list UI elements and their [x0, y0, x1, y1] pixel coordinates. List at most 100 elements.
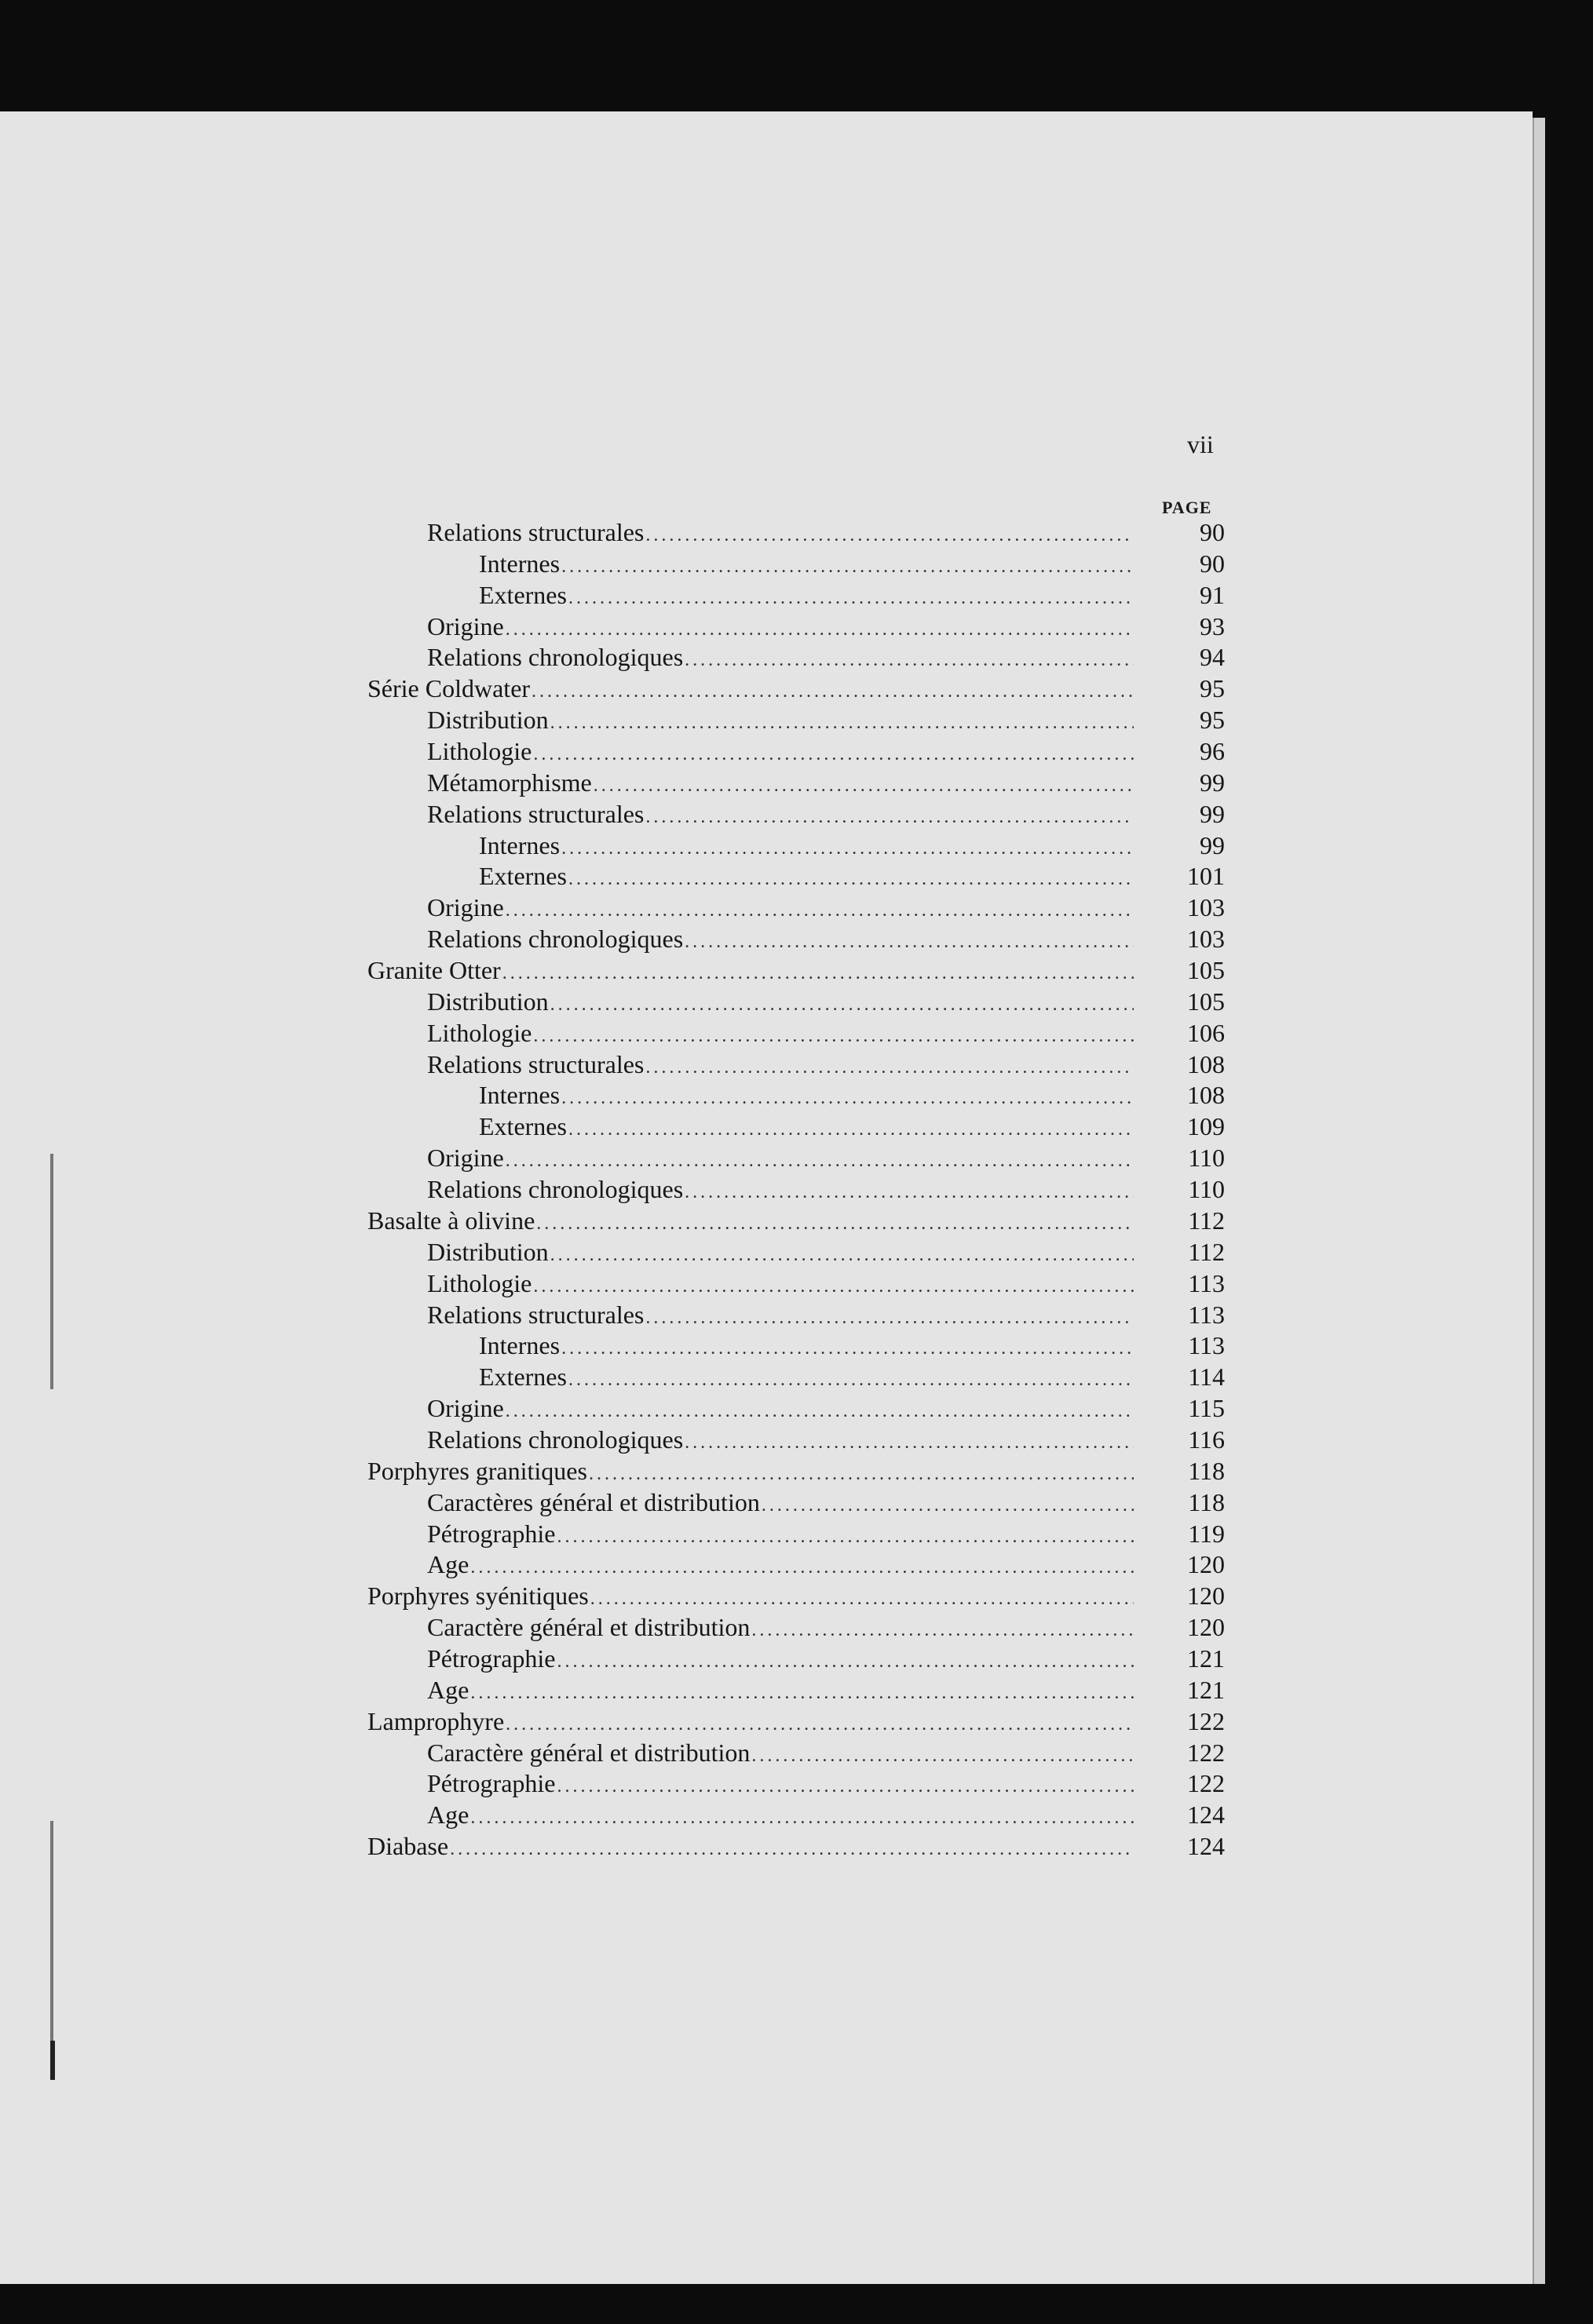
dot-leader	[470, 1557, 1134, 1578]
toc-entry: Pétrographie 122	[427, 1769, 1225, 1800]
toc-entry: Externes 91	[479, 581, 1225, 612]
toc-entry: Externes 114	[479, 1363, 1225, 1394]
dot-leader	[506, 619, 1134, 640]
dot-leader	[685, 1432, 1134, 1454]
toc-entry-page: 121	[1187, 1675, 1225, 1704]
toc-entry-title: Relations structurales	[427, 799, 645, 828]
toc-entry-title: Internes	[479, 549, 561, 578]
toc-entry-page: 108	[1187, 1081, 1225, 1110]
toc-entry-title: Relations chronologiques	[427, 643, 684, 672]
dot-leader	[685, 932, 1134, 953]
toc-entry-page: 122	[1187, 1706, 1225, 1735]
dot-leader	[502, 963, 1134, 984]
toc-entry-title: Origine	[427, 611, 504, 640]
toc-entry: Origine 115	[427, 1394, 1225, 1425]
toc-entry-title: Lithologie	[427, 737, 532, 766]
toc-entry-title: Externes	[479, 862, 567, 891]
toc-entry-title: Relations structurales	[427, 1049, 645, 1078]
toc-entry-page: 113	[1188, 1300, 1225, 1329]
toc-entry: Métamorphisme 99	[427, 768, 1225, 800]
toc-entry-title: Externes	[479, 580, 567, 609]
toc-entry: Relations chronologiques 116	[427, 1425, 1225, 1457]
toc-entry-page: 112	[1188, 1237, 1225, 1266]
toc-entry-title: Métamorphisme	[427, 768, 592, 797]
toc-entry: Origine 110	[427, 1144, 1225, 1175]
toc-entry-title: Age	[427, 1800, 469, 1830]
dot-leader	[685, 1182, 1134, 1203]
toc-entry-title: Lithologie	[427, 1268, 532, 1297]
toc-entry-page: 113	[1188, 1331, 1225, 1360]
toc-entry-title: Origine	[427, 893, 504, 922]
toc-entry-title: Caractères général et distribution	[427, 1487, 760, 1516]
toc-entry: Origine 103	[427, 893, 1225, 925]
toc-entry-page: 113	[1188, 1268, 1225, 1297]
toc-entry: Lithologie 106	[427, 1019, 1225, 1050]
dot-leader	[751, 1746, 1134, 1767]
toc-entry-title: Origine	[427, 1394, 504, 1423]
toc-entry-page: 121	[1187, 1644, 1225, 1673]
dot-leader	[550, 1245, 1134, 1266]
binding-mark	[50, 1154, 53, 1389]
page-column-header: PAGE	[1162, 498, 1212, 517]
dot-leader	[594, 775, 1134, 797]
dot-leader	[568, 1119, 1134, 1140]
toc-entry-page: 105	[1187, 956, 1225, 985]
dot-leader	[568, 588, 1134, 609]
toc-entry-title: Relations chronologiques	[427, 925, 684, 954]
toc-entry: Relations structurales 108	[427, 1050, 1225, 1082]
toc-entry: Pétrographie 121	[427, 1644, 1225, 1676]
dot-leader	[561, 1338, 1134, 1359]
dot-leader	[506, 900, 1134, 921]
toc-entry: Série Coldwater 95	[367, 674, 1225, 706]
dot-leader	[557, 1651, 1134, 1673]
toc-entry-page: 93	[1200, 611, 1225, 640]
toc-entry: Internes 108	[479, 1081, 1225, 1112]
toc-entry: Pétrographie 119	[427, 1520, 1225, 1551]
toc-entry-title: Relations chronologiques	[427, 1425, 684, 1454]
toc-entry: Internes 113	[479, 1331, 1225, 1363]
dot-leader	[568, 869, 1134, 890]
binding-mark	[50, 1821, 53, 2072]
toc-entry-title: Basalte à olivine	[367, 1206, 535, 1235]
toc-entry-page: 108	[1187, 1049, 1225, 1078]
toc-entry-title: Porphyres syénitiques	[367, 1582, 589, 1611]
dot-leader	[561, 1088, 1134, 1109]
dot-leader	[645, 807, 1134, 828]
toc-entry-page: 116	[1188, 1425, 1225, 1454]
dot-leader	[550, 713, 1134, 734]
toc-entry-title: Pétrographie	[427, 1644, 556, 1673]
toc-entry-title: Distribution	[427, 1237, 549, 1266]
toc-entry-title: Relations structurales	[427, 518, 645, 546]
dot-leader	[557, 1527, 1134, 1548]
toc-entry-title: Relations chronologiques	[427, 1175, 684, 1204]
toc-entry-page: 120	[1187, 1550, 1225, 1579]
toc-entry-title: Granite Otter	[367, 956, 501, 985]
toc-entry: Externes 101	[479, 862, 1225, 893]
dot-leader	[450, 1839, 1134, 1860]
toc-entry-title: Lithologie	[427, 1018, 532, 1047]
toc-entry-page: 105	[1187, 987, 1225, 1016]
toc-entry-title: Caractère général et distribution	[427, 1738, 751, 1767]
toc-entry-title: Série Coldwater	[367, 674, 531, 703]
toc-entry-page: 120	[1187, 1613, 1225, 1642]
toc-entry-title: Internes	[479, 1081, 561, 1110]
dot-leader	[532, 681, 1134, 702]
toc-entry: Origine 93	[427, 612, 1225, 644]
toc-entry-page: 122	[1187, 1738, 1225, 1767]
toc-entry: Age 120	[427, 1550, 1225, 1582]
toc-entry: Lamprophyre 122	[367, 1707, 1225, 1738]
toc-entry: Distribution 112	[427, 1238, 1225, 1269]
dot-leader	[506, 1401, 1134, 1422]
dot-leader	[550, 994, 1134, 1016]
toc-entry-page: 95	[1200, 674, 1225, 703]
toc-entry: Lithologie 96	[427, 737, 1225, 768]
toc-entry: Lithologie 113	[427, 1269, 1225, 1301]
dot-leader	[589, 1464, 1134, 1485]
dot-leader	[645, 1057, 1134, 1078]
dot-leader	[533, 744, 1134, 765]
toc-entry-title: Age	[427, 1550, 469, 1579]
toc-entry-page: 122	[1187, 1769, 1225, 1798]
toc-entry: Caractère général et distribution 120	[427, 1613, 1225, 1644]
toc-entry: Distribution 105	[427, 987, 1225, 1019]
toc-entry-page: 95	[1200, 706, 1225, 735]
